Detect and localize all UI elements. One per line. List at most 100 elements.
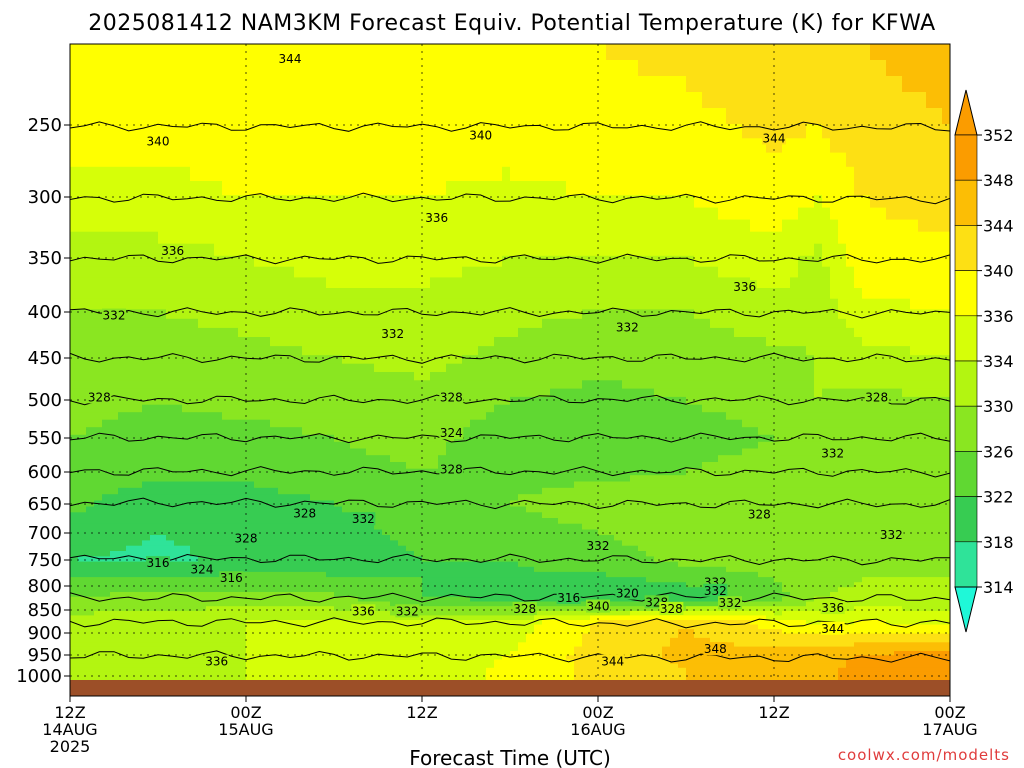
field-cell [302, 468, 311, 476]
field-cell [270, 124, 279, 139]
field-cell [462, 663, 471, 669]
field-cell [398, 266, 407, 278]
field-cell [70, 481, 79, 489]
field-cell [190, 500, 199, 508]
field-cell [534, 481, 543, 489]
field-cell [206, 396, 215, 406]
field-cell [550, 624, 559, 630]
field-cell [174, 462, 183, 470]
field-cell [366, 195, 375, 209]
field-cell [350, 181, 359, 196]
field-cell [494, 355, 503, 365]
field-cell [182, 138, 191, 154]
field-cell [230, 663, 239, 669]
field-cell [118, 551, 127, 557]
field-cell [286, 487, 295, 495]
field-cell [318, 582, 327, 588]
field-cell [118, 138, 127, 154]
field-cell [134, 138, 143, 154]
field-cell [158, 327, 167, 338]
field-cell [270, 427, 279, 436]
field-cell [390, 506, 399, 513]
field-cell [222, 667, 231, 673]
field-cell [422, 582, 431, 588]
field-cell [462, 561, 471, 568]
field-cell [526, 448, 535, 456]
field-cell [262, 535, 271, 541]
field-cell [518, 655, 527, 660]
field-cell [270, 494, 279, 502]
field-cell [518, 475, 527, 483]
field-cell [478, 506, 487, 513]
field-cell [190, 624, 199, 630]
field-cell [446, 195, 455, 209]
field-cell [126, 372, 135, 381]
field-cell [222, 651, 231, 656]
field-cell [318, 475, 327, 483]
field-cell [374, 475, 383, 483]
field-cell [318, 620, 327, 626]
field-cell [390, 309, 399, 320]
field-cell [494, 545, 503, 552]
field-cell [510, 255, 519, 268]
field-cell [398, 427, 407, 436]
field-cell [398, 318, 407, 329]
field-cell [190, 309, 199, 320]
field-cell [174, 124, 183, 139]
field-cell [462, 60, 471, 77]
field-cell [222, 561, 231, 568]
field-cell [158, 207, 167, 221]
field-cell [166, 551, 175, 557]
field-cell [542, 412, 551, 421]
field-cell [382, 587, 391, 593]
field-cell [406, 475, 415, 483]
field-cell [470, 535, 479, 541]
field-cell [470, 596, 479, 602]
field-cell [446, 500, 455, 508]
field-cell [70, 475, 79, 483]
field-cell [542, 667, 551, 673]
field-cell [518, 288, 527, 300]
field-cell [350, 355, 359, 365]
field-cell [294, 637, 303, 643]
field-cell [446, 455, 455, 463]
field-cell [382, 487, 391, 495]
field-cell [206, 540, 215, 547]
field-cell [302, 318, 311, 329]
field-cell [374, 633, 383, 639]
field-cell [310, 671, 319, 677]
field-cell [294, 166, 303, 182]
field-cell [550, 487, 559, 495]
field-cell [518, 577, 527, 583]
field-cell [478, 512, 487, 519]
field-cell [166, 512, 175, 519]
field-cell [486, 540, 495, 547]
field-cell [542, 545, 551, 552]
field-cell [78, 195, 87, 209]
field-cell [454, 372, 463, 381]
field-cell [166, 540, 175, 547]
field-cell [358, 181, 367, 196]
field-cell [534, 427, 543, 436]
field-cell [526, 512, 535, 519]
field-cell [390, 671, 399, 677]
field-cell [70, 219, 79, 233]
field-cell [310, 642, 319, 648]
field-cell [166, 606, 175, 612]
field-cell [102, 545, 111, 552]
field-cell [110, 219, 119, 233]
field-cell [510, 207, 519, 221]
field-cell [454, 166, 463, 182]
field-cell [486, 637, 495, 643]
field-cell [158, 181, 167, 196]
field-cell [78, 667, 87, 673]
field-cell [502, 500, 511, 508]
field-cell [78, 318, 87, 329]
field-cell [478, 434, 487, 443]
field-cell [126, 481, 135, 489]
field-cell [230, 355, 239, 365]
field-cell [430, 448, 439, 456]
field-cell [470, 231, 479, 245]
field-cell [422, 441, 431, 450]
field-cell [102, 412, 111, 421]
